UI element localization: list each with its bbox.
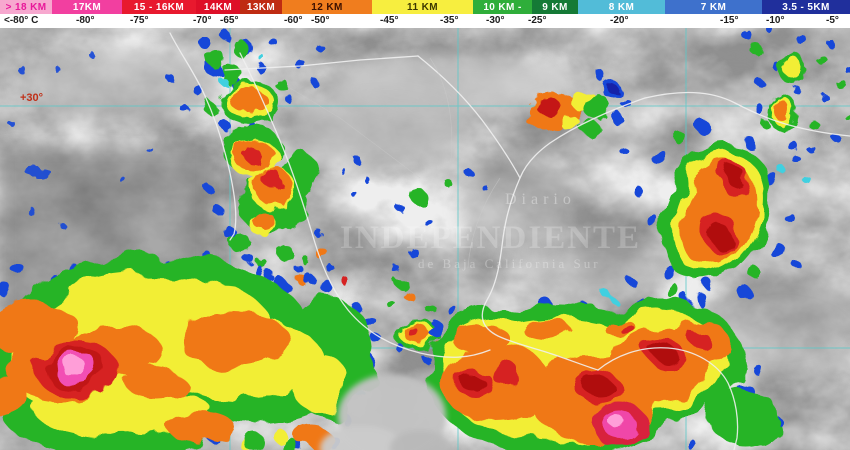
temp-label: <-80° C <box>4 15 39 26</box>
storm-cells <box>0 28 850 450</box>
bright-cloud-mass <box>320 374 450 450</box>
scale-segment-3.5-5km: 3.5 - 5KM <box>762 0 850 14</box>
storm-cell-texas-coast <box>528 72 631 135</box>
storm-system-southeast <box>426 283 784 450</box>
scale-segment-12km: 12 KM <box>282 0 372 14</box>
scale-segment-8km: 8 KM <box>578 0 665 14</box>
storm-cluster-northwest <box>168 31 325 131</box>
watermark-bottom: de Baja California Sur <box>418 256 601 271</box>
temp-label: -45° <box>380 15 399 26</box>
temp-label: -30° <box>486 15 505 26</box>
satellite-map: +30° <box>0 28 850 450</box>
state-borders <box>289 57 501 269</box>
scale-segment-14km: 14KM <box>196 0 240 14</box>
scale-segment-7km: 7 KM <box>665 0 762 14</box>
storm-cluster-west-central <box>201 125 348 288</box>
storm-system-gulf <box>618 103 805 333</box>
altitude-color-scale: > 18 KM 17KM 15 - 16KM 14KM 13KM 12 KM 1… <box>0 0 850 14</box>
scale-segment-15-16km: 15 - 16KM <box>122 0 196 14</box>
watermark-top: Diario <box>505 191 576 208</box>
latitude-label: +30° <box>20 92 43 104</box>
temp-label: -10° <box>766 15 785 26</box>
scale-segment-gt18km: > 18 KM <box>0 0 52 14</box>
storm-system-southwest <box>0 254 383 450</box>
scale-segment-9km: 9 KM <box>532 0 578 14</box>
temp-label: -60° <box>284 15 303 26</box>
temp-label: -25° <box>528 15 547 26</box>
scale-segment-10km: 10 KM - <box>473 0 532 14</box>
scale-segment-17km: 17KM <box>52 0 122 14</box>
scale-segment-11km: 11 KM <box>372 0 473 14</box>
temp-label: -75° <box>130 15 149 26</box>
coastline-borders <box>169 32 850 450</box>
temp-label: -15° <box>720 15 739 26</box>
temp-label: -20° <box>610 15 629 26</box>
temp-label: -65° <box>220 15 239 26</box>
watermark: Diario INDEPENDIENTE de Baja California … <box>340 191 641 271</box>
temperature-scale: <-80° C -80° -75° -70° -65° -60° -50° -4… <box>0 14 850 28</box>
temp-label: -80° <box>76 15 95 26</box>
temp-label: -35° <box>440 15 459 26</box>
storm-specks-northeast <box>741 28 850 183</box>
temp-label: -70° <box>193 15 212 26</box>
watermark-main: INDEPENDIENTE <box>340 220 641 256</box>
scale-segment-13km: 13KM <box>240 0 282 14</box>
temp-label: -50° <box>311 15 330 26</box>
satellite-imagery: +30° <box>0 28 850 450</box>
temp-label: -5° <box>826 15 839 26</box>
